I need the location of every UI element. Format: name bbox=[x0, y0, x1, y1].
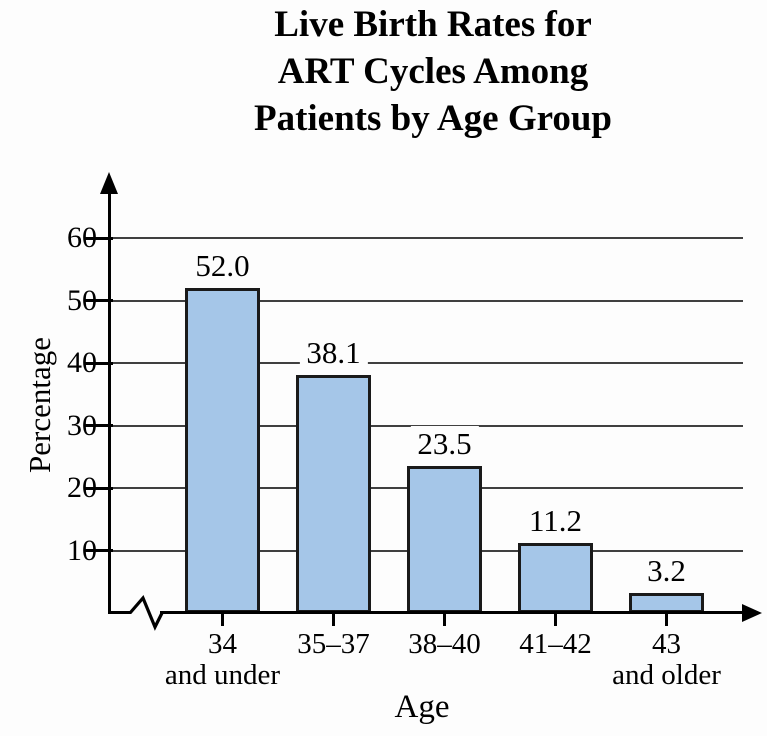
bar-value-label: 38.1 bbox=[299, 335, 368, 371]
x-axis-title: Age bbox=[394, 689, 450, 725]
x-axis-category-label-line: 34 bbox=[208, 628, 237, 660]
x-axis-line-segment-right bbox=[160, 611, 744, 614]
gridline-60 bbox=[110, 237, 743, 239]
y-axis-line bbox=[108, 188, 111, 614]
x-axis-category-label: 38–40 bbox=[360, 629, 530, 660]
y-axis-arrow-icon bbox=[100, 172, 118, 194]
x-axis-category-label: 43 and older bbox=[582, 629, 752, 691]
x-axis-category-label: 34 and under bbox=[138, 629, 308, 691]
x-axis-category-label-line: and older bbox=[612, 659, 721, 691]
bar bbox=[629, 593, 704, 613]
x-axis-tick bbox=[332, 613, 335, 626]
chart-title: Live Birth Rates for ART Cycles Among Pa… bbox=[99, 1, 767, 142]
y-axis-tick-30 bbox=[85, 424, 113, 427]
x-axis-tick bbox=[221, 613, 224, 626]
x-axis-category-label-line: 38–40 bbox=[408, 628, 481, 660]
y-axis-tick-20 bbox=[85, 486, 113, 490]
y-axis-tick-10 bbox=[85, 549, 113, 552]
gridline-50 bbox=[110, 299, 743, 302]
axis-break-icon bbox=[128, 594, 164, 631]
chart-title-line-2: ART Cycles Among bbox=[277, 51, 589, 92]
x-axis-category-label: 41–42 bbox=[471, 629, 641, 660]
bar bbox=[185, 288, 260, 613]
y-axis-tick-60 bbox=[85, 236, 113, 240]
x-axis-category-label: 35–37 bbox=[249, 629, 419, 660]
bar-value-label: 3.2 bbox=[640, 553, 693, 589]
x-axis-arrow-icon bbox=[742, 603, 762, 622]
chart-title-line-3: Patients by Age Group bbox=[253, 98, 613, 139]
bar-value-label: 23.5 bbox=[410, 426, 479, 462]
x-axis-line-segment-left bbox=[109, 611, 131, 614]
y-axis-tick-40 bbox=[85, 361, 113, 365]
x-axis-tick bbox=[443, 613, 446, 626]
x-axis-category-label-line: and under bbox=[164, 659, 281, 691]
x-axis-category-label-line: 35–37 bbox=[297, 628, 370, 660]
y-axis-tick-50 bbox=[85, 299, 113, 302]
bar bbox=[518, 543, 593, 613]
gridline-40 bbox=[110, 362, 743, 364]
chart-title-line-1: Live Birth Rates for bbox=[274, 4, 592, 45]
x-axis-tick bbox=[554, 613, 557, 626]
gridline-30 bbox=[110, 424, 743, 427]
bar bbox=[296, 375, 371, 613]
x-axis-category-label-line: 41–42 bbox=[519, 628, 592, 660]
x-axis-tick bbox=[665, 613, 668, 626]
bar bbox=[407, 466, 482, 613]
x-axis-category-label-line: 43 bbox=[652, 628, 681, 660]
bar-value-label: 52.0 bbox=[188, 248, 257, 284]
bar-value-label: 11.2 bbox=[521, 503, 590, 539]
